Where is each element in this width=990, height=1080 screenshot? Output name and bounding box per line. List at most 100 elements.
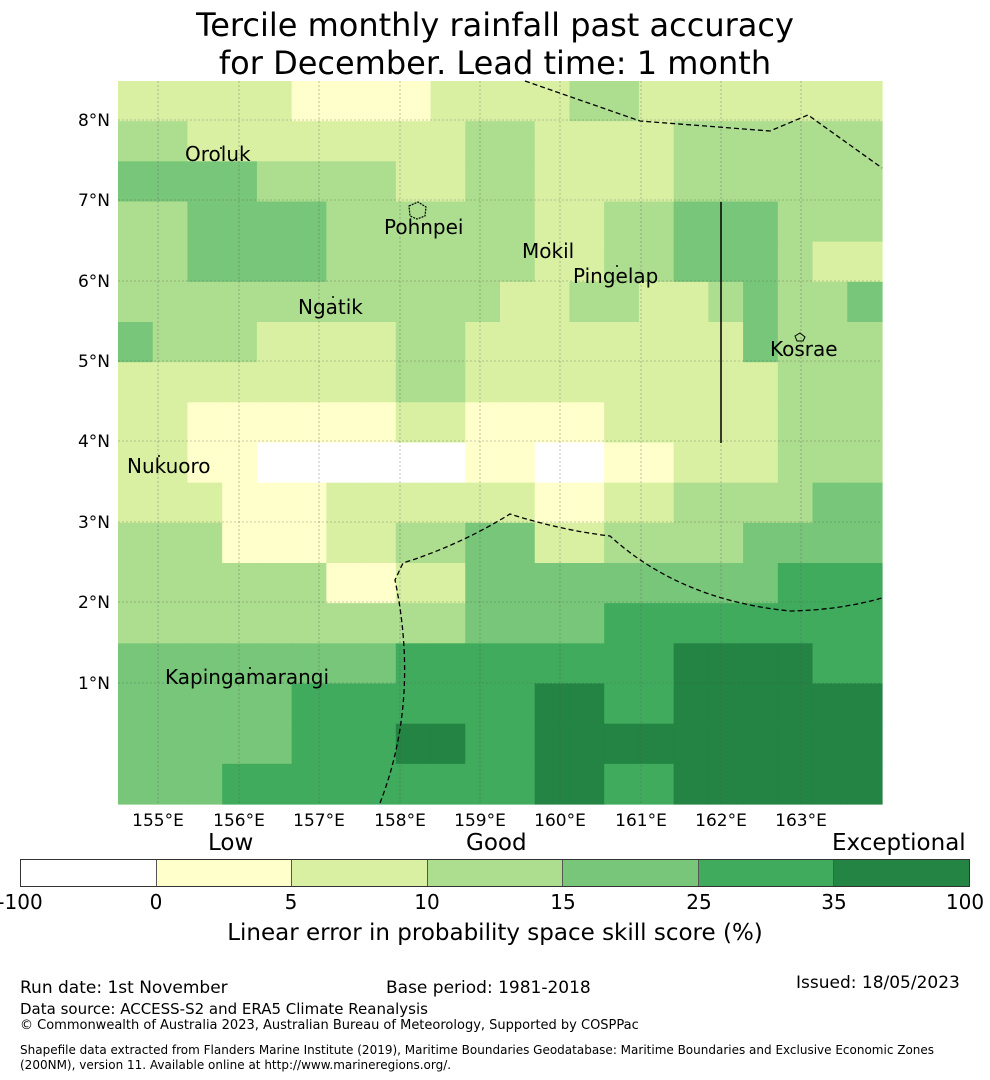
- grid-cell: [361, 482, 397, 524]
- grid-cell: [847, 763, 883, 805]
- ngatik-atoll-dot: [332, 296, 334, 298]
- grid-cell: [673, 362, 709, 403]
- grid-cell: [604, 603, 640, 644]
- grid-cell: [256, 322, 293, 363]
- grid-cell: [256, 522, 293, 564]
- grid-cell: [638, 362, 675, 403]
- grid-cell: [291, 763, 327, 805]
- grid-cell: [812, 522, 848, 564]
- grid-cell: [256, 563, 293, 604]
- grid-cell: [847, 482, 883, 524]
- grid-cell: [604, 763, 640, 805]
- grid-cell: [847, 201, 883, 243]
- grid-cell: [118, 442, 154, 484]
- eez-boundary-north: [524, 80, 883, 169]
- grid-cell: [222, 201, 258, 243]
- grid-cell: [604, 81, 640, 122]
- grid-cell: [395, 683, 432, 725]
- grid-cell: [638, 603, 675, 644]
- grid-cell: [500, 201, 536, 243]
- grid-cell: [673, 201, 709, 243]
- grid-cell: [187, 723, 223, 765]
- grid-cell: [152, 763, 189, 805]
- grid-cell: [777, 563, 814, 604]
- grid-cell: [361, 121, 397, 162]
- grid-cell: [604, 201, 640, 243]
- category-low: Low: [208, 830, 254, 856]
- grid-cell: [604, 362, 640, 403]
- grid-cell: [326, 281, 362, 323]
- grid-cell: [708, 402, 744, 444]
- place-label-pingelap: Pingelap: [573, 264, 658, 288]
- grid-cell: [118, 603, 154, 644]
- colorbar-swatch: [427, 860, 564, 886]
- grid-cell: [118, 201, 154, 243]
- grid-cell: [569, 322, 605, 363]
- grid-cell: [187, 281, 223, 323]
- grid-cell: [222, 281, 258, 323]
- grid-cell: [395, 482, 432, 524]
- grid-cell: [847, 241, 883, 283]
- grid-cell: [673, 402, 709, 444]
- grid-cell: [118, 121, 154, 162]
- grid-cell: [222, 563, 258, 604]
- grid-cell: [500, 322, 536, 363]
- lat-tick-label: 5°N: [78, 352, 110, 372]
- grid-cell: [673, 281, 709, 323]
- grid-cell: [604, 563, 640, 604]
- grid-cell: [500, 603, 536, 644]
- grid-cell: [187, 402, 223, 444]
- grid-cell: [604, 683, 640, 725]
- grid-cell: [187, 763, 223, 805]
- grid-cell: [430, 683, 466, 725]
- grid-cell: [638, 81, 675, 122]
- grid-cell: [222, 81, 258, 122]
- place-label-ngatik: Ngatik: [298, 295, 363, 319]
- grid-cell: [638, 322, 675, 363]
- grid-cell: [534, 643, 571, 685]
- grid-cell: [777, 482, 814, 524]
- grid-cell: [222, 482, 258, 524]
- grid-cell: [291, 281, 327, 323]
- grid-cell: [395, 121, 432, 162]
- grid-cell: [152, 362, 189, 403]
- grid-cell: [465, 201, 501, 243]
- colorbar-swatch: [563, 860, 699, 886]
- grid-cell: [743, 81, 779, 122]
- grid-cell: [430, 201, 466, 243]
- grid-cell: [118, 482, 154, 524]
- title-line-1: Tercile monthly rainfall past accuracy: [196, 6, 794, 44]
- grid-cell: [187, 201, 223, 243]
- lon-tick-label: 162°E: [695, 811, 747, 830]
- grid-cell: [395, 402, 432, 444]
- grid-cell: [430, 281, 466, 323]
- grid-cell: [256, 442, 293, 484]
- grid-cell: [395, 563, 432, 604]
- grid-cell: [465, 161, 501, 203]
- grid-cell: [708, 81, 744, 122]
- grid-cell: [395, 322, 432, 363]
- grid-cell: [152, 522, 189, 564]
- grid-cell: [708, 723, 744, 765]
- grid-cell: [118, 362, 154, 403]
- grid-cell: [222, 643, 258, 685]
- grid-cell: [777, 763, 814, 805]
- grid-cell: [604, 522, 640, 564]
- grid-cell: [673, 121, 709, 162]
- grid-cell: [256, 683, 293, 725]
- grid-cell: [500, 522, 536, 564]
- grid-cell: [847, 362, 883, 403]
- grid-cell: [291, 322, 327, 363]
- grid-cell: [569, 643, 605, 685]
- grid-cell: [777, 121, 814, 162]
- grid-cell: [604, 482, 640, 524]
- grid-cell: [395, 161, 432, 203]
- grid-cell: [638, 161, 675, 203]
- grid-cell: [395, 723, 432, 765]
- grid-cell: [847, 603, 883, 644]
- grid-cell: [708, 683, 744, 725]
- lat-tick-label: 1°N: [78, 674, 110, 694]
- grid-cell: [361, 603, 397, 644]
- grid-cell: [500, 241, 536, 283]
- grid-cell: [708, 563, 744, 604]
